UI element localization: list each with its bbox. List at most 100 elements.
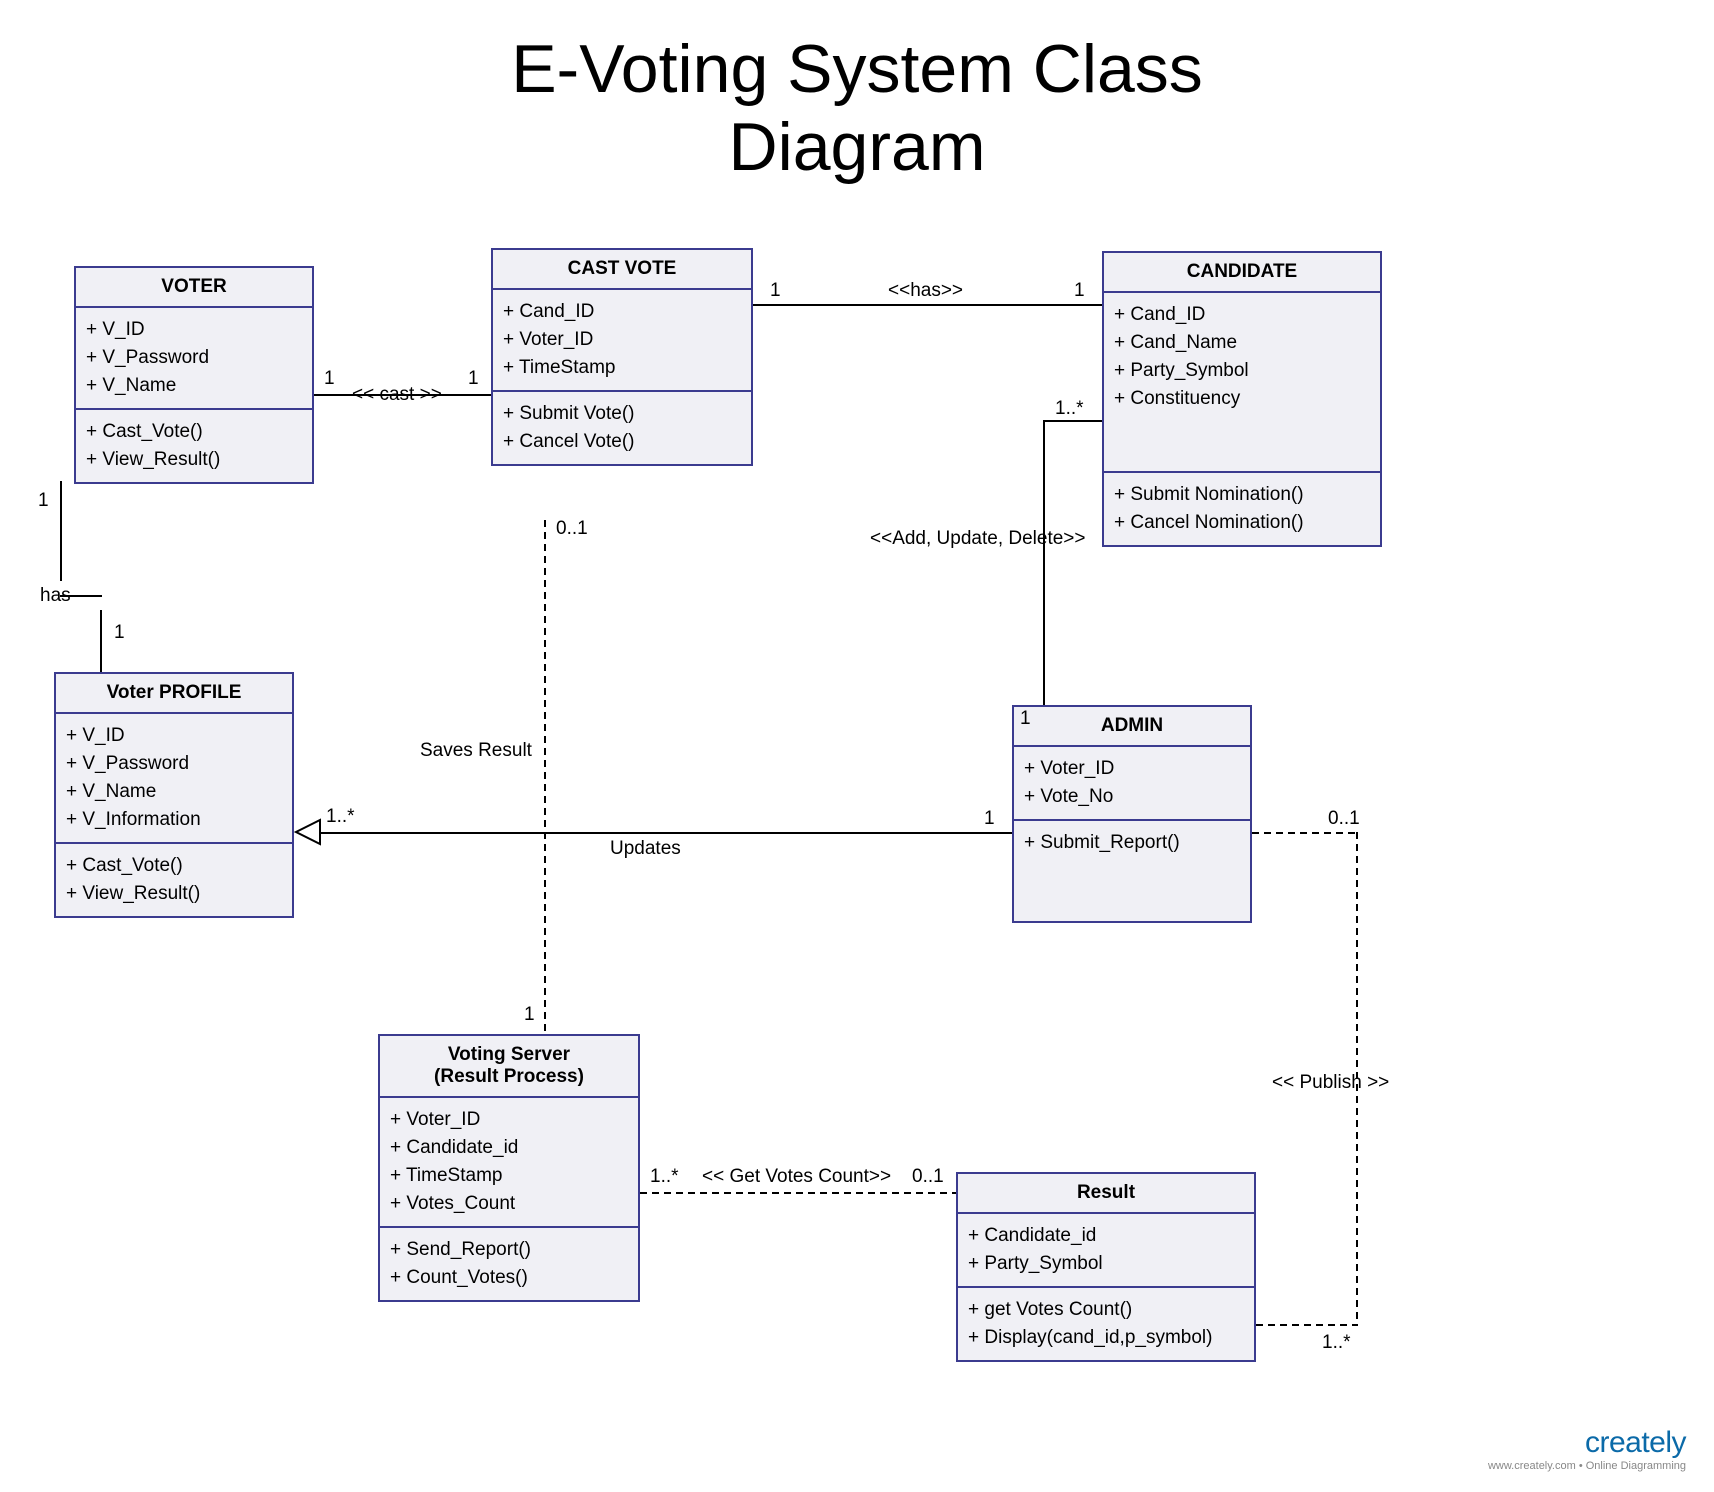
attr: + Candidate_id — [968, 1222, 1244, 1250]
edge-label-updates: Updates — [610, 838, 681, 860]
attr: + Cand_ID — [1114, 301, 1370, 329]
edge-admin-publish-top — [1252, 832, 1358, 834]
class-voter: VOTER + V_ID + V_Password + V_Name + Cas… — [74, 266, 314, 484]
class-castvote-name: CAST VOTE — [493, 250, 751, 290]
edge-label-addupdel: <<Add, Update, Delete>> — [870, 528, 1086, 550]
attr: + V_Name — [66, 778, 282, 806]
attr: + Party_Symbol — [968, 1250, 1244, 1278]
op: + View_Result() — [86, 446, 302, 474]
class-votingserver-name: Voting Server (Result Process) — [380, 1036, 638, 1098]
edge-admin-updates — [318, 832, 1012, 834]
attr: + Voter_ID — [390, 1106, 628, 1134]
mult: 1..* — [326, 806, 355, 828]
attr: + V_ID — [86, 316, 302, 344]
class-voter-name: VOTER — [76, 268, 312, 308]
attr: + V_Password — [66, 750, 282, 778]
class-voterprofile-name: Voter PROFILE — [56, 674, 292, 714]
op: + View_Result() — [66, 880, 282, 908]
class-result-name: Result — [958, 1174, 1254, 1214]
class-castvote-ops: + Submit Vote() + Cancel Vote() — [493, 392, 751, 464]
class-voterprofile-attrs: + V_ID + V_Password + V_Name + V_Informa… — [56, 714, 292, 844]
mult: 0..1 — [556, 518, 588, 540]
brand-text: creately — [1585, 1426, 1686, 1459]
mult: 1 — [38, 490, 49, 512]
mult: 1 — [114, 622, 125, 644]
edge-server-result — [640, 1192, 956, 1194]
class-voterprofile-ops: + Cast_Vote() + View_Result() — [56, 844, 292, 916]
class-candidate: CANDIDATE + Cand_ID + Cand_Name + Party_… — [1102, 251, 1382, 547]
class-castvote: CAST VOTE + Cand_ID + Voter_ID + TimeSta… — [491, 248, 753, 466]
op: + Submit_Report() — [1024, 829, 1240, 857]
mult: 1 — [468, 368, 479, 390]
brand-sub: www.creately.com • Online Diagramming — [1488, 1460, 1686, 1472]
class-votingserver-attrs: + Voter_ID + Candidate_id + TimeStamp + … — [380, 1098, 638, 1228]
class-admin-ops: + Submit_Report() — [1014, 821, 1250, 921]
attr: + Cand_ID — [503, 298, 741, 326]
attr: + Party_Symbol — [1114, 357, 1370, 385]
mult: 1 — [1020, 708, 1031, 730]
mult: 1 — [770, 280, 781, 302]
op: + Cancel Nomination() — [1114, 509, 1370, 537]
op: + Submit Nomination() — [1114, 481, 1370, 509]
attr: + Candidate_id — [390, 1134, 628, 1162]
class-voter-ops: + Cast_Vote() + View_Result() — [76, 410, 312, 482]
op: + Display(cand_id,p_symbol) — [968, 1324, 1244, 1352]
attr: + V_Name — [86, 372, 302, 400]
op: + Cast_Vote() — [66, 852, 282, 880]
op: + Count_Votes() — [390, 1264, 628, 1292]
edge-label-has2: has — [40, 585, 71, 607]
edge-label-getvotes: << Get Votes Count>> — [702, 1166, 891, 1188]
class-voterprofile: Voter PROFILE + V_ID + V_Password + V_Na… — [54, 672, 294, 918]
edge-label-publish: << Publish >> — [1272, 1072, 1389, 1094]
mult: 1..* — [650, 1166, 679, 1188]
op: + Cast_Vote() — [86, 418, 302, 446]
class-candidate-ops: + Submit Nomination() + Cancel Nominatio… — [1104, 473, 1380, 545]
brand-name: creately — [1488, 1426, 1686, 1460]
attr: + Constituency — [1114, 385, 1370, 413]
attr: + TimeStamp — [390, 1162, 628, 1190]
edge-voter-has-bot — [100, 610, 102, 672]
attr: + V_Information — [66, 806, 282, 834]
edge-voter-has-top — [60, 481, 62, 581]
class-candidate-name: CANDIDATE — [1104, 253, 1380, 293]
attr: + V_ID — [66, 722, 282, 750]
edge-label-has: <<has>> — [888, 280, 963, 302]
class-castvote-attrs: + Cand_ID + Voter_ID + TimeStamp — [493, 290, 751, 392]
class-admin-attrs: + Voter_ID + Vote_No — [1014, 747, 1250, 821]
op: + get Votes Count() — [968, 1296, 1244, 1324]
op: + Send_Report() — [390, 1236, 628, 1264]
class-candidate-attrs: + Cand_ID + Cand_Name + Party_Symbol + C… — [1104, 293, 1380, 473]
class-result-attrs: + Candidate_id + Party_Symbol — [958, 1214, 1254, 1288]
attr: + Vote_No — [1024, 783, 1240, 811]
edge-admin-candidate — [1043, 420, 1045, 705]
edge-admin-candidate-top — [1043, 420, 1102, 422]
edge-castvote-server — [544, 520, 546, 1034]
class-result: Result + Candidate_id + Party_Symbol + g… — [956, 1172, 1256, 1362]
mult: 1..* — [1055, 398, 1084, 420]
edge-label-cast: << cast >> — [352, 384, 442, 406]
mult: 1 — [524, 1004, 535, 1026]
mult: 0..1 — [1328, 808, 1360, 830]
class-voter-attrs: + V_ID + V_Password + V_Name — [76, 308, 312, 410]
diagram-title: E-Voting System Class Diagram — [0, 30, 1714, 186]
attr: + Voter_ID — [1024, 755, 1240, 783]
class-result-ops: + get Votes Count() + Display(cand_id,p_… — [958, 1288, 1254, 1360]
open-arrow-icon — [294, 818, 322, 846]
mult: 1 — [1074, 280, 1085, 302]
edge-admin-publish-bot — [1256, 1324, 1358, 1326]
mult: 1..* — [1322, 1332, 1351, 1354]
op: + Submit Vote() — [503, 400, 741, 428]
mult: 1 — [324, 368, 335, 390]
edge-castvote-candidate — [753, 304, 1102, 306]
attr: + Votes_Count — [390, 1190, 628, 1218]
edge-label-saves: Saves Result — [420, 740, 532, 762]
class-votingserver: Voting Server (Result Process) + Voter_I… — [378, 1034, 640, 1302]
mult: 0..1 — [912, 1166, 944, 1188]
op: + Cancel Vote() — [503, 428, 741, 456]
attr: + Voter_ID — [503, 326, 741, 354]
class-votingserver-ops: + Send_Report() + Count_Votes() — [380, 1228, 638, 1300]
footer-logo: creately www.creately.com • Online Diagr… — [1488, 1426, 1686, 1472]
attr: + TimeStamp — [503, 354, 741, 382]
class-admin-name: ADMIN — [1014, 707, 1250, 747]
class-admin: ADMIN + Voter_ID + Vote_No + Submit_Repo… — [1012, 705, 1252, 923]
